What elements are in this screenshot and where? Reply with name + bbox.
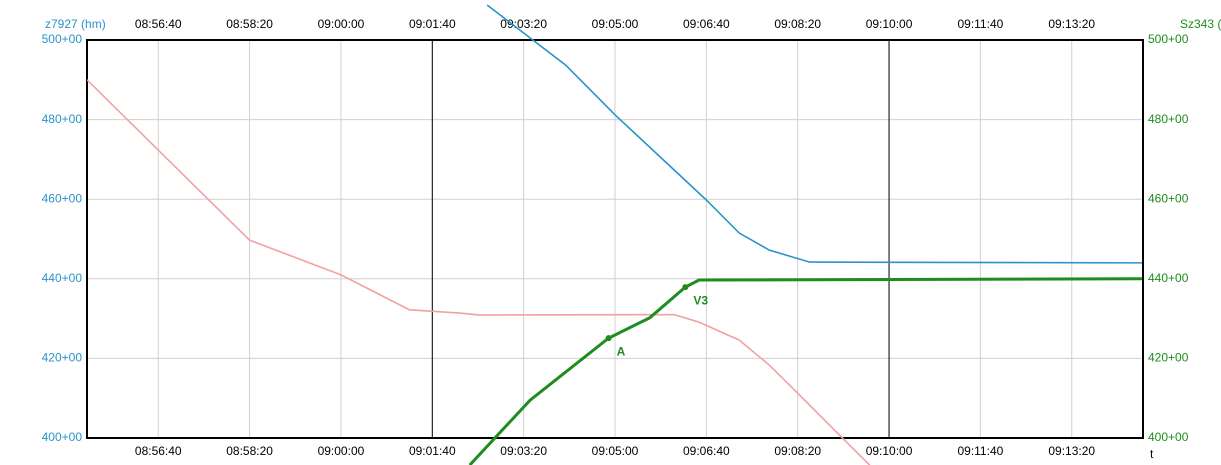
annotation-label: V3 xyxy=(693,293,708,307)
plot-frame xyxy=(86,39,1144,439)
x-tick-label-top: 09:03:20 xyxy=(500,17,547,31)
x-tick-label: 09:06:40 xyxy=(683,444,730,458)
x-tick-label: 09:11:40 xyxy=(957,444,1003,458)
annotation-label: A xyxy=(617,344,626,358)
y2-tick-label: 440+00 xyxy=(1148,271,1189,285)
x-tick-label: 08:56:40 xyxy=(135,444,182,458)
x-tick-label-top: 08:56:40 xyxy=(135,17,182,31)
series-line xyxy=(486,4,1143,264)
x-tick-label: 09:10:00 xyxy=(866,444,913,458)
x-tick-label: 09:01:40 xyxy=(409,444,456,458)
x-tick-label-top: 09:11:40 xyxy=(957,17,1003,31)
x-tick-label-top: 09:10:00 xyxy=(866,17,913,31)
y2-axis-label: Sz343 (hm) xyxy=(1180,17,1221,31)
x-tick-label-top: 09:00:00 xyxy=(318,17,365,31)
y-tick-label: 500+00 xyxy=(42,32,83,46)
x-tick-label: 09:13:20 xyxy=(1048,444,1095,458)
x-tick-label-top: 09:01:40 xyxy=(409,17,456,31)
x-tick-label-top: 09:13:20 xyxy=(1048,17,1095,31)
annotation-point xyxy=(682,284,689,291)
y-tick-label: 420+00 xyxy=(42,351,83,365)
y2-tick-label: 420+00 xyxy=(1148,351,1189,365)
annotation-point xyxy=(605,335,612,342)
x-tick-label: 09:08:20 xyxy=(774,444,821,458)
x-tick-label: 08:58:20 xyxy=(226,444,273,458)
x-tick-label-top: 08:58:20 xyxy=(226,17,273,31)
y2-tick-label: 480+00 xyxy=(1148,112,1189,126)
y-tick-label: 480+00 xyxy=(42,112,83,126)
y-tick-label: 400+00 xyxy=(42,430,83,444)
y-tick-label: 440+00 xyxy=(42,271,83,285)
y2-tick-label: 460+00 xyxy=(1148,191,1189,205)
y2-tick-label: 500+00 xyxy=(1148,32,1189,46)
x-tick-label: 09:05:00 xyxy=(592,444,639,458)
series-group xyxy=(87,4,1143,465)
x-tick-label-top: 09:08:20 xyxy=(774,17,821,31)
y-tick-label: 460+00 xyxy=(42,191,83,205)
x-tick-label: 09:03:20 xyxy=(500,444,547,458)
y2-tick-label: 400+00 xyxy=(1148,430,1189,444)
x-axis-label: t xyxy=(1150,447,1154,461)
series-line xyxy=(87,79,871,465)
x-tick-label-top: 09:06:40 xyxy=(683,17,730,31)
x-tick-label-top: 09:05:00 xyxy=(592,17,639,31)
series-line xyxy=(468,277,1143,465)
y-axis-label: z7927 (hm) xyxy=(45,17,106,31)
x-tick-label: 09:00:00 xyxy=(318,444,365,458)
